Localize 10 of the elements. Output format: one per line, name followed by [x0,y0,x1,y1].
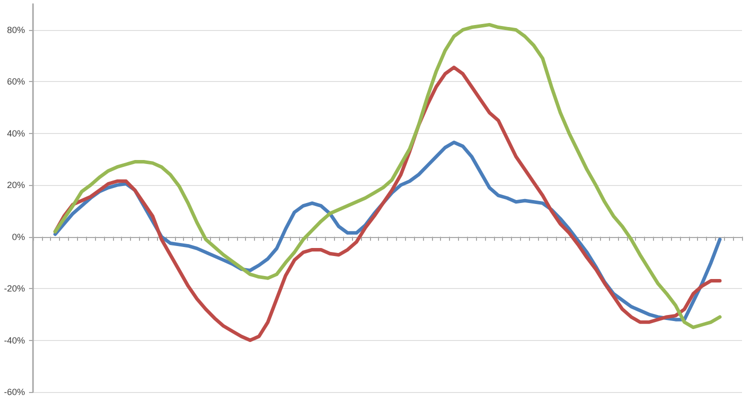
y-tick-label: -40% [4,335,25,346]
y-tick-label: -60% [4,387,25,397]
y-tick-label: 60% [6,76,25,87]
line-series [53,22,722,330]
line-series [53,66,722,342]
y-tick-label: 80% [6,24,25,35]
y-tick-label: 20% [6,180,25,190]
y-tick-label: -20% [4,284,25,294]
y-tick-label: 0% [12,232,25,242]
y-tick-label: 40% [6,128,25,138]
